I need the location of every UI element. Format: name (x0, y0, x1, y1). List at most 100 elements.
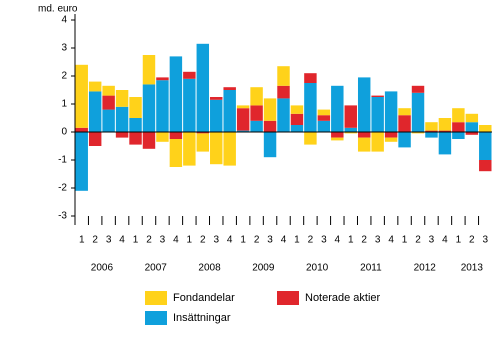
x-tick-label: 4 (281, 235, 287, 246)
bar-segment (479, 132, 492, 160)
legend-label: Fondandelar (173, 292, 235, 304)
x-tick-label: 2 (146, 235, 152, 246)
bar-segment (250, 87, 263, 106)
x-tick-label: 1 (402, 235, 408, 246)
x-tick-label: 4 (335, 235, 341, 246)
bar-segment (156, 132, 169, 142)
legend-label: Insättningar (173, 312, 231, 324)
bar-segment (236, 105, 250, 109)
bar-segment (236, 108, 250, 131)
bar-segment (210, 97, 223, 100)
bar-segment (250, 120, 263, 132)
bar-segment (210, 99, 223, 132)
bar-segment (371, 132, 384, 152)
bar-segment (169, 56, 183, 132)
bar-segment (183, 132, 196, 166)
year-label: 2009 (252, 263, 275, 274)
y-tick-label: -3 (58, 211, 67, 222)
y-tick-label: 4 (61, 15, 67, 26)
x-tick-label: 2 (361, 235, 367, 246)
bar-segment (479, 160, 492, 172)
bar-segment (210, 132, 223, 165)
bar-segment (223, 90, 236, 132)
bar-segment (115, 90, 129, 107)
x-tick-label: 2 (469, 235, 475, 246)
bar-segment (223, 132, 236, 166)
bar-segment (317, 109, 331, 116)
x-tick-label: 3 (429, 235, 435, 246)
x-tick-label: 1 (187, 235, 193, 246)
bar-segment (371, 97, 384, 132)
bar-segment (290, 125, 304, 132)
x-tick-label: 3 (482, 235, 488, 246)
bar-segment (156, 80, 169, 132)
bar-segment (452, 132, 465, 139)
bar-segment (277, 66, 290, 86)
x-tick-label: 2 (254, 235, 260, 246)
x-tick-label: 2 (92, 235, 98, 246)
bar-segment (411, 92, 425, 132)
bar-segment (398, 132, 411, 148)
x-tick-label: 3 (267, 235, 273, 246)
bar-segment (156, 77, 169, 81)
bar-segment (263, 132, 277, 158)
bar-segment (465, 113, 479, 123)
bar-segment (196, 132, 210, 134)
bar-segment (425, 122, 438, 131)
bar-segment (129, 118, 142, 132)
x-tick-label: 3 (375, 235, 381, 246)
bar-segment (438, 132, 452, 155)
bar-segment (357, 132, 371, 138)
x-tick-label: 2 (200, 235, 206, 246)
bar-segment (398, 115, 411, 132)
y-tick-label: -1 (58, 155, 67, 166)
bar-segment (115, 132, 129, 138)
bar-segment (304, 83, 317, 132)
x-tick-label: 1 (133, 235, 139, 246)
bar-segment (344, 105, 357, 128)
bar-segment (438, 118, 452, 131)
bar-segment (277, 85, 290, 99)
x-tick-label: 1 (294, 235, 300, 246)
legend-swatch (145, 291, 167, 305)
x-tick-label: 1 (79, 235, 85, 246)
bar-segment (304, 132, 317, 145)
year-label: 2008 (198, 263, 221, 274)
bar-segment (88, 81, 102, 92)
bar-segment (169, 139, 183, 167)
bar-segment (142, 84, 156, 132)
bar-segment (411, 132, 425, 134)
bar-segment (88, 132, 102, 146)
y-tick-label: -2 (58, 183, 67, 194)
bar-segment (384, 137, 398, 142)
x-tick-label: 4 (173, 235, 179, 246)
bar-segment (479, 125, 492, 132)
bar-segment (438, 130, 452, 132)
bar-segment (398, 108, 411, 116)
bar-segment (465, 122, 479, 132)
x-tick-label: 4 (388, 235, 394, 246)
bar-segment (129, 97, 142, 118)
bar-segment (344, 132, 357, 134)
x-tick-label: 3 (321, 235, 327, 246)
bar-segment (223, 87, 236, 90)
bar-segment (102, 85, 115, 96)
x-tick-label: 1 (348, 235, 354, 246)
bar-segment (384, 132, 398, 138)
x-tick-label: 2 (415, 235, 421, 246)
x-tick-label: 3 (213, 235, 219, 246)
bar-segment (169, 132, 183, 139)
bar-segment (425, 130, 438, 132)
legend-swatch (145, 311, 167, 325)
x-tick-label: 4 (442, 235, 448, 246)
bar-segment (263, 98, 277, 121)
bar-segment (465, 132, 479, 135)
x-tick-label: 1 (456, 235, 462, 246)
y-tick-label: 3 (61, 43, 67, 54)
bar-segment (142, 132, 156, 149)
y-axis-label: md. euro (38, 4, 78, 15)
x-tick-label: 2 (308, 235, 314, 246)
x-tick-label: 3 (106, 235, 112, 246)
bar-segment (425, 132, 438, 138)
y-tick-label: 1 (61, 99, 67, 110)
